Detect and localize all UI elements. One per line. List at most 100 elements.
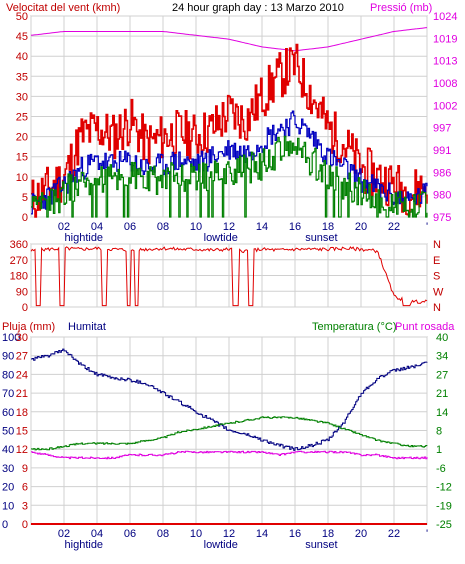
chart2-y-tick-right: N xyxy=(433,239,441,251)
chart2-y-tick-right: S xyxy=(433,271,440,283)
chart3-x-tick-label: 04 xyxy=(91,528,103,540)
chart3-humidity-title: Humitat xyxy=(68,321,106,333)
chart1-x-note: lowtide xyxy=(204,232,238,244)
chart1-y-tick-left: 45 xyxy=(16,31,28,43)
chart3-y-tick-temperature: 27 xyxy=(436,369,448,381)
chart3-y-tick-temperature: 8 xyxy=(436,426,442,438)
chart3-y-tick-humidity: 30 xyxy=(2,463,14,475)
chart1-x-tick-label: 14 xyxy=(256,221,268,233)
chart3-y-tick-temperature: -19 xyxy=(436,500,452,512)
chart3-x-tick-label: 06 xyxy=(124,528,136,540)
chart2-y-tick-left: 360 xyxy=(10,239,28,251)
chart2-direction-line xyxy=(30,246,428,307)
chart1-x-tick-label: 10 xyxy=(190,221,202,233)
chart3-temperature-title: Temperatura (°C) xyxy=(312,321,396,333)
chart1-y-tick-right: 1013 xyxy=(433,56,457,68)
chart3-temperature-line xyxy=(31,416,428,451)
chart1-x-tick-label: ' xyxy=(426,221,428,233)
chart3-y-tick-rain: 24 xyxy=(16,369,28,381)
chart3-y-tick-rain: 21 xyxy=(16,388,28,400)
chart3-y-tick-humidity: 20 xyxy=(2,482,14,494)
chart3-y-tick-temperature: 40 xyxy=(436,332,448,344)
chart1-x-note: sunset xyxy=(305,232,337,244)
chart3-x-tick-label: 08 xyxy=(157,528,169,540)
chart1-x-tick-label: 16 xyxy=(289,221,301,233)
chart1-y-tick-right: 997 xyxy=(433,123,451,135)
chart3-y-tick-rain: 9 xyxy=(22,463,28,475)
chart3-x-tick-label: 02 xyxy=(58,528,70,540)
chart3-y-tick-humidity: 80 xyxy=(2,369,14,381)
chart1-y-tick-right: 1008 xyxy=(433,78,457,90)
chart1-y-tick-right: 980 xyxy=(433,190,451,202)
chart3-y-tick-temperature: 14 xyxy=(436,407,448,419)
chart3-y-tick-temperature: -6 xyxy=(436,463,446,475)
chart3-y-tick-rain: 6 xyxy=(22,482,28,494)
chart1-y-tick-right: 991 xyxy=(433,145,451,157)
chart1-x-tick-label: 06 xyxy=(124,221,136,233)
chart3-y-tick-rain: 12 xyxy=(16,444,28,456)
chart1-y-tick-left: 0 xyxy=(22,212,28,224)
chart3-x-tick-label: 20 xyxy=(355,528,367,540)
chart1-x-tick-label: 22 xyxy=(388,221,400,233)
chart3-y-tick-humidity: 100 xyxy=(2,332,20,344)
chart2-y-tick-right: W xyxy=(433,286,444,298)
chart3-y-tick-temperature: -12 xyxy=(436,482,452,494)
chart3-dewpoint-title: Punt rosada xyxy=(395,321,455,333)
chart1-right-axis-title: Pressió (mb) xyxy=(370,2,432,14)
chart3-x-tick-label: ' xyxy=(426,528,428,540)
chart1-y-tick-left: 25 xyxy=(16,112,28,124)
chart3-y-tick-rain: 27 xyxy=(16,351,28,363)
chart3-y-tick-temperature: 34 xyxy=(436,351,448,363)
chart1-x-tick-label: 18 xyxy=(322,221,334,233)
chart1-wind-minimum-line xyxy=(31,135,428,218)
chart3-dewpoint-line xyxy=(31,450,428,460)
chart1-x-tick-label: 04 xyxy=(91,221,103,233)
chart3-y-tick-rain: 15 xyxy=(16,426,28,438)
chart3-y-tick-rain: 0 xyxy=(22,519,28,531)
chart3-x-tick-label: 22 xyxy=(388,528,400,540)
chart3-x-note: sunset xyxy=(305,539,337,551)
chart3-y-tick-rain: 3 xyxy=(22,500,28,512)
chart2-y-tick-right: E xyxy=(433,255,440,267)
chart1-y-tick-left: 50 xyxy=(16,11,28,23)
chart3-y-tick-humidity: 0 xyxy=(2,519,8,531)
chart3-y-tick-humidity: 70 xyxy=(2,388,14,400)
chart1-y-tick-right: 1019 xyxy=(433,33,457,45)
chart1-x-note: hightide xyxy=(65,232,104,244)
chart3-rain-title: Pluja (mm) xyxy=(2,321,55,333)
chart3-x-tick-label: 10 xyxy=(190,528,202,540)
chart1-y-tick-right: 986 xyxy=(433,167,451,179)
chart3-x-tick-label: 14 xyxy=(256,528,268,540)
chart3-x-note: hightide xyxy=(65,539,104,551)
chart1-y-tick-left: 30 xyxy=(16,91,28,103)
chart2-y-tick-left: 180 xyxy=(10,271,28,283)
chart1-x-tick-label: 12 xyxy=(223,221,235,233)
chart1-y-tick-right: 1002 xyxy=(433,100,457,112)
chart1-x-tick-label: 02 xyxy=(58,221,70,233)
chart3-y-tick-temperature: 1 xyxy=(436,444,442,456)
chart1-left-axis-title: Velocitat del vent (kmh) xyxy=(6,2,120,14)
chart3-humidity-line xyxy=(31,348,428,451)
chart3-y-tick-humidity: 40 xyxy=(2,444,14,456)
chart1-x-tick-label: 20 xyxy=(355,221,367,233)
chart1-y-tick-left: 20 xyxy=(16,132,28,144)
chart3-y-tick-humidity: 60 xyxy=(2,407,14,419)
chart1-y-tick-left: 10 xyxy=(16,172,28,184)
chart1-y-tick-left: 35 xyxy=(16,71,28,83)
chart3-x-tick-label: 12 xyxy=(223,528,235,540)
chart1-y-tick-right: 975 xyxy=(433,212,451,224)
chart3-x-tick-label: 18 xyxy=(322,528,334,540)
chart3-x-tick-label: 16 xyxy=(289,528,301,540)
chart3-x-note: lowtide xyxy=(204,539,238,551)
chart3-y-tick-humidity: 10 xyxy=(2,500,14,512)
chart3-y-tick-rain: 30 xyxy=(16,332,28,344)
chart1-x-tick-label: 08 xyxy=(157,221,169,233)
chart1-title: 24 hour graph day : 13 Marzo 2010 xyxy=(172,2,344,14)
chart1-y-tick-left: 5 xyxy=(22,192,28,204)
chart3-y-tick-humidity: 90 xyxy=(2,351,14,363)
chart1-y-tick-left: 15 xyxy=(16,152,28,164)
chart1-y-tick-left: 40 xyxy=(16,51,28,63)
chart-layer: 0510152025303540455097598098699199710021… xyxy=(2,11,457,551)
chart1-pressure-line xyxy=(30,27,428,52)
